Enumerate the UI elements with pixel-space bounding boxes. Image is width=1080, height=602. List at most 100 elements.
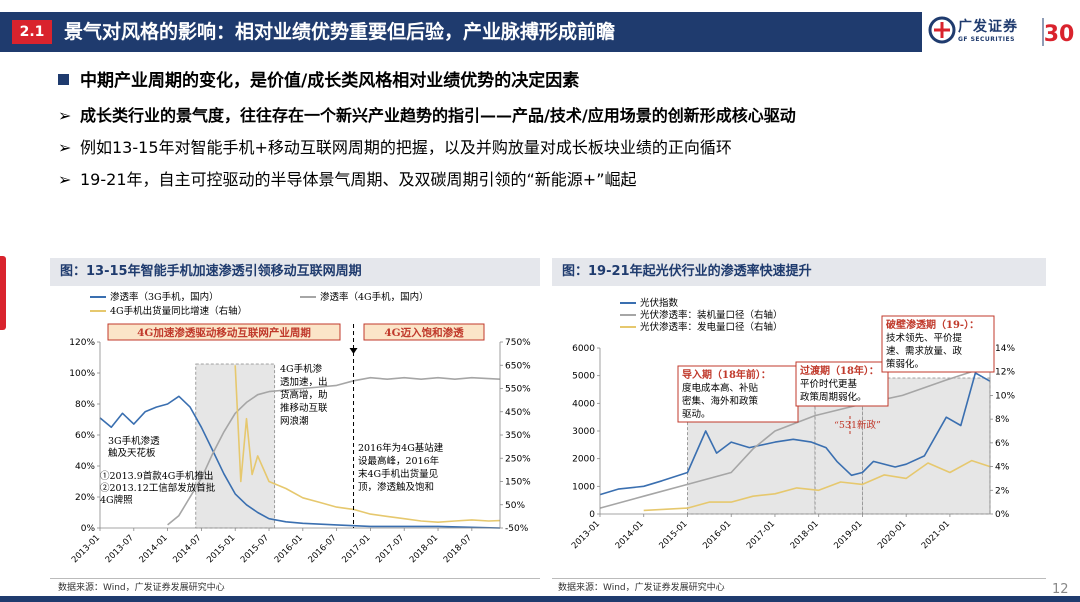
- logo-english-name: GF SECURITIES: [958, 36, 1015, 43]
- y-right-tick-label: 0%: [995, 510, 1010, 520]
- left-chart-title: 图：13-15年智能手机加速渗透引领移动互联网周期: [50, 258, 540, 286]
- annotation-transition-phase-title: 过渡期（18年）：: [800, 364, 879, 377]
- series-line-0: [599, 372, 991, 496]
- annotation-3g-ceiling: 触及天花板: [108, 447, 156, 459]
- annotation-4g-acceleration: 网浪潮: [280, 415, 309, 427]
- x-tick-label: 2014-07: [171, 533, 203, 565]
- logo-anniversary-text: 30: [1044, 22, 1074, 47]
- x-tick-label: 2017-01: [745, 519, 777, 551]
- left-chart: 0% 20% 40% 60% 80% 100% 120% -50% 50% 150% 250% 350…: [69, 291, 531, 565]
- bullet-text: 例如13-15年对智能手机+移动互联网周期的把握，以及并购放量对成长板块业绩的正…: [80, 138, 732, 157]
- annotation-intro-phase-box: [677, 365, 799, 423]
- right-chart: 0 1000 2000 3000 4000 5000 6000 0% 2% 4% 6% 8% 10% 12…: [570, 297, 1016, 551]
- annotation-breakthrough-phase-title: 破壁渗透期（19-）：: [886, 318, 979, 331]
- phase-divider-arrow-icon: [349, 348, 358, 354]
- annotation-4g-acceleration: 透加速，出: [280, 376, 328, 388]
- bullet-text: 19-21年，自主可控驱动的半导体景气周期、及双碳周期引领的“新能源+”崛起: [80, 170, 637, 189]
- x-tick-label: 2015-01: [205, 533, 237, 565]
- x-tick-label: 2013-07: [104, 533, 136, 565]
- y-left-tick-label: 100%: [69, 369, 95, 379]
- y-right-tick-label: 650%: [505, 361, 531, 371]
- right-chart-title: 图：19-21年起光伏行业的渗透率快速提升: [552, 258, 1046, 286]
- series-line-2: [643, 459, 991, 512]
- arrow-bullet-icon: ➢: [58, 138, 72, 157]
- legend-label: 光伏渗透率：发电量口径（右轴）: [640, 321, 783, 333]
- x-tick-label: 2016-01: [701, 519, 733, 551]
- y-left-tick-label: 0%: [81, 524, 96, 534]
- x-tick-label: 2016-07: [307, 533, 339, 565]
- x-tick-label: 2015-07: [239, 533, 271, 565]
- phase-shading: [195, 363, 276, 529]
- annotation-4g-acceleration: 推移动互联: [280, 402, 328, 414]
- x-tick-label: 2018-01: [408, 533, 440, 565]
- y-right-tick-label: 250%: [505, 454, 531, 464]
- y-left-tick-label: 4000: [572, 399, 595, 409]
- y-left-tick-label: 3000: [572, 427, 595, 437]
- bullet-text: 成长类行业的景气度，往往存在一个新兴产业趋势的指引——产品/技术/应用场景的创新…: [80, 106, 796, 125]
- y-right-tick-label: 12%: [995, 368, 1015, 378]
- page-number: 12: [1052, 582, 1069, 597]
- y-left-tick-label: 0: [589, 510, 595, 520]
- y-left-tick-label: 40%: [75, 462, 95, 472]
- annotation-intro-phase-text: 密集、海外和政策: [682, 395, 759, 407]
- series-line-1: [599, 365, 991, 509]
- series-lines: [99, 365, 501, 529]
- x-tick-label: 2018-01: [789, 519, 821, 551]
- x-tick-label: 2017-01: [340, 533, 372, 565]
- annotation-breakthrough-phase-text: 速、需求放量、政: [886, 345, 963, 357]
- x-tick-label: 2013-01: [70, 533, 102, 565]
- x-tick-label: 2019-01: [832, 519, 864, 551]
- right-chart-source: 数据来源：Wind，广发证券发展研究中心: [558, 583, 725, 593]
- phase-label-text: 4G加速渗透驱动移动互联网产业周期: [137, 326, 311, 339]
- y-left-tick-label: 60%: [75, 431, 95, 441]
- square-bullet-icon: [58, 74, 69, 85]
- bullet-main: 中期产业周期的变化，是价值/成长类风格相对业绩优势的决定因素: [58, 66, 579, 91]
- arrow-bullet-icon: ➢: [58, 170, 72, 189]
- y-right-tick-label: 2%: [995, 486, 1010, 496]
- annotation-4g-acceleration: 货高增，助: [280, 389, 328, 401]
- y-left-tick-label: 80%: [75, 400, 95, 410]
- left-chart-source: 数据来源：Wind，广发证券发展研究中心: [58, 583, 225, 593]
- bullet-sub-1: ➢ 成长类行业的景气度，往往存在一个新兴产业趋势的指引——产品/技术/应用场景的创…: [58, 102, 796, 126]
- annotation-4g-saturation: 顶，渗透触及饱和: [358, 481, 434, 493]
- x-tick-label: 2015-01: [657, 519, 689, 551]
- legend: 渗透率（3G手机，国内） 渗透率（4G手机，国内） 4G手机出货量同比增速（右轴）: [90, 291, 429, 317]
- y-left-tick-label: 120%: [69, 338, 95, 348]
- annotation-transition-phase-text: 平价时代更基: [800, 378, 858, 390]
- series-line-2: [234, 365, 501, 523]
- bullet-sub-3: ➢ 19-21年，自主可控驱动的半导体景气周期、及双碳周期引领的“新能源+”崛起: [58, 166, 636, 190]
- y-right-tick-label: 150%: [505, 478, 531, 488]
- annotation-4g-saturation: 2016年为4G基站建: [358, 442, 444, 454]
- annotation-4g-launch: ①2013.9首款4G手机推出: [100, 470, 213, 482]
- series-line-1: [167, 376, 501, 526]
- legend-label: 渗透率（4G手机，国内）: [320, 291, 429, 303]
- legend-label: 光伏渗透率：装机量口径（右轴）: [640, 309, 783, 321]
- annotation-breakthrough-phase-box: [881, 315, 995, 373]
- x-tick-label: 2014-01: [614, 519, 646, 551]
- source-divider: [50, 578, 540, 579]
- series-lines: [599, 365, 991, 512]
- y-left-tick-label: 5000: [572, 372, 595, 382]
- y-right-tick-label: 10%: [995, 391, 1015, 401]
- bullet-sub-2: ➢ 例如13-15年对智能手机+移动互联网周期的把握，以及并购放量对成长板块业绩的…: [58, 134, 732, 158]
- bullet-text: 中期产业周期的变化，是价值/成长类风格相对业绩优势的决定因素: [80, 71, 580, 91]
- page-title: 景气对风格的影响：相对业绩优势重要但后验，产业脉搏形成前瞻: [64, 21, 616, 43]
- annotation-4g-launch: 4G牌照: [100, 494, 133, 506]
- company-logo: 广发证券 GF SECURITIES 30: [924, 14, 1080, 52]
- legend-label: 4G手机出货量同比增速（右轴）: [110, 305, 247, 317]
- side-tab: [0, 256, 6, 330]
- annotation-4g-launch: ②2013.12工信部发放首批: [100, 482, 216, 494]
- x-tick-label: 2020-01: [876, 519, 908, 551]
- annotation-531-policy: “531新政”: [834, 419, 881, 431]
- y-right-tick-label: 550%: [505, 385, 531, 395]
- y-right-tick-label: 8%: [995, 415, 1010, 425]
- y-left-tick-label: 2000: [572, 455, 595, 465]
- x-tick-label: 2018-07: [442, 533, 474, 565]
- x-tick-label: 2014-01: [138, 533, 170, 565]
- y-right-tick-label: -50%: [505, 524, 529, 534]
- y-left-tick-label: 1000: [572, 482, 595, 492]
- series-line-0: [99, 395, 501, 529]
- phase-label-text: 4G迈入饱和渗透: [384, 326, 464, 339]
